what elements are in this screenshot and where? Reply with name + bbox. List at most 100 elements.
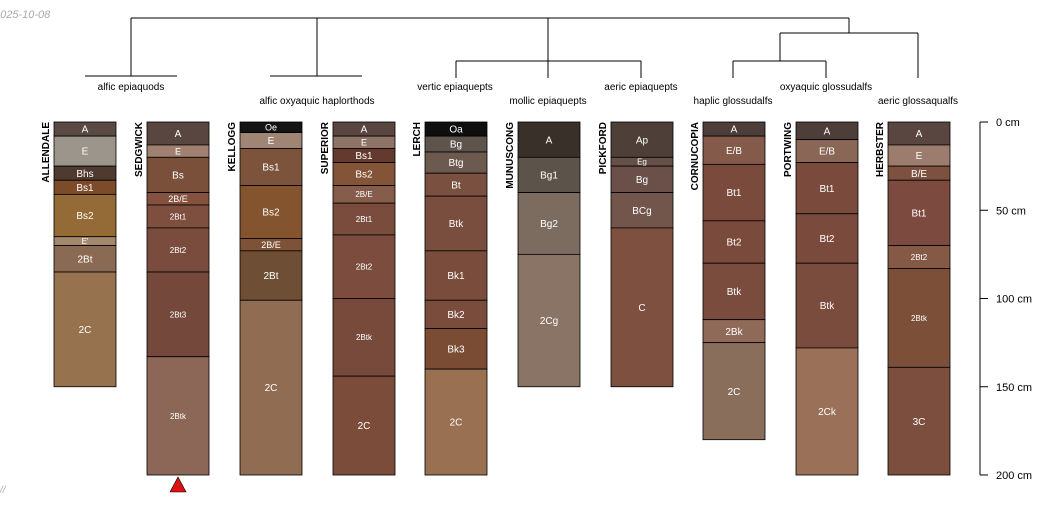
- profile-name: PICKFORD: [598, 122, 609, 174]
- horizon-block: [424, 368, 488, 476]
- profile-allendale: ALLENDALE AE Bhs Bs1 Bs2 E' 2Bt 2C: [41, 121, 117, 388]
- horizon-label: 2C: [450, 418, 463, 429]
- horizon-label: 2B/E: [355, 190, 372, 199]
- taxon-group-labels: alfic epiaquods alfic oxyaquic haplorthod…: [98, 82, 958, 107]
- horizon-label: 3C: [913, 417, 926, 428]
- profile-kellogg: KELLOGG Oe E Bs1 Bs2 2B/E 2Bt 2C: [227, 121, 303, 476]
- horizon-label: Bt1: [819, 184, 834, 195]
- profile-superior: SUPERIOR AE Bs1 Bs2 2B/E 2Bt1 2Bt2 2Btk 2C: [320, 121, 396, 476]
- horizon-label: 2Bt2: [356, 263, 373, 272]
- taxon-group-label: vertic epiaquepts: [417, 82, 493, 93]
- horizon-label: 2C: [728, 387, 741, 398]
- horizon-block: [517, 192, 581, 255]
- horizon-label: E: [361, 138, 367, 148]
- horizon-label: 2Btk: [356, 333, 373, 342]
- horizon-label: Bg: [636, 175, 648, 186]
- marker-triangle: [169, 476, 187, 493]
- horizon-block: [146, 156, 210, 194]
- depth-tick-label: 150 cm: [996, 382, 1032, 394]
- horizon-block: [146, 271, 210, 358]
- horizon-label: A: [824, 126, 831, 137]
- footer-mark: //: [0, 485, 7, 496]
- horizon-label: A: [175, 129, 182, 140]
- horizon-block: [610, 165, 674, 194]
- horizon-label: Bk3: [447, 344, 465, 355]
- profile-name: SEDGWICK: [134, 121, 145, 177]
- horizon-block: [887, 366, 951, 476]
- profile-name: HERBSTER: [875, 121, 886, 177]
- taxon-group-label: alfic oxyaquic haplorthods: [259, 96, 374, 107]
- horizon-block: [239, 148, 303, 186]
- horizon-label: 2Btk: [170, 412, 187, 421]
- horizon-label: C: [638, 303, 645, 314]
- taxon-group-label: haplic glossudalfs: [694, 96, 773, 107]
- horizon-label: Bs1: [262, 163, 280, 174]
- horizon-block: [239, 299, 303, 476]
- horizon-label: 2B/E: [261, 240, 281, 250]
- horizon-label: Bs1: [355, 151, 373, 162]
- taxon-group-label: aeric glossaqualfs: [878, 96, 958, 107]
- taxon-group-label: oxyaquic glossudalfs: [780, 82, 872, 93]
- horizon-block: [53, 135, 117, 167]
- horizon-block: [702, 262, 766, 321]
- horizon-label: 2Bk: [725, 327, 743, 338]
- depth-tick-label: 50 cm: [996, 205, 1026, 217]
- horizon-block: [610, 121, 674, 158]
- profile-sedgwick: SEDGWICK AE Bs 2B/E 2Bt1 2Bt2 2Bt3 2Btk: [134, 121, 210, 476]
- horizon-label: Bs2: [262, 208, 280, 219]
- horizon-block: [795, 347, 859, 476]
- horizon-label: Bhs: [76, 169, 93, 180]
- horizon-block: [702, 135, 766, 165]
- profile-name: KELLOGG: [227, 122, 238, 172]
- profile-munuscong: MUNUSCONG A Bg1 Bg2 2Cg: [505, 121, 581, 388]
- horizon-block: [424, 299, 488, 329]
- horizon-block: [332, 234, 396, 299]
- horizon-label: A: [731, 125, 738, 136]
- horizon-label: 2Bt3: [170, 310, 187, 319]
- horizon-label: Bs2: [76, 211, 94, 222]
- horizon-block: [795, 213, 859, 264]
- horizon-label: 2Bt1: [356, 215, 373, 224]
- horizon-label: Ap: [636, 135, 649, 146]
- taxon-group-label: aeric epiaquepts: [604, 82, 677, 93]
- horizon-label: Bk2: [447, 310, 465, 321]
- profile-cornucopia: CORNUCOPIA A E/B Bt1 Bt2 Btk 2Bk 2C: [690, 121, 766, 441]
- profile-pickford: PICKFORD Ap Eg Bg BCg C: [598, 121, 674, 388]
- depth-tick-label: 100 cm: [996, 294, 1032, 306]
- horizon-label: 2Cg: [540, 316, 558, 327]
- horizon-label: Bg2: [540, 219, 558, 230]
- horizon-label: Bs1: [76, 183, 94, 194]
- depth-tick-label: 0 cm: [996, 117, 1020, 129]
- horizon-label: E: [916, 151, 923, 162]
- horizon-label: A: [546, 135, 553, 146]
- horizon-label: E: [268, 136, 275, 147]
- horizon-label: Bt1: [726, 188, 741, 199]
- horizon-label: BCg: [632, 206, 651, 217]
- depth-tick-label: 200 cm: [996, 470, 1032, 482]
- horizon-label: Bt2: [819, 234, 834, 245]
- horizon-label: E: [82, 147, 89, 158]
- horizon-block: [332, 202, 396, 236]
- horizon-block: [424, 250, 488, 301]
- horizon-block: [146, 356, 210, 476]
- horizon-block: [610, 227, 674, 388]
- horizon-label: 2B/E: [168, 194, 188, 204]
- horizon-label: Btg: [448, 158, 463, 169]
- profile-herbster: HERBSTER AE B/E Bt1 2Bt2 2Btk 3C: [875, 121, 951, 476]
- horizon-label: B/E: [911, 169, 927, 180]
- horizon-block: [53, 271, 117, 388]
- horizon-label: E': [82, 237, 89, 246]
- profile-name: ALLENDALE: [41, 122, 52, 183]
- horizon-label: Bk1: [447, 271, 465, 282]
- horizon-label: Bs: [172, 171, 184, 182]
- horizon-block: [332, 375, 396, 476]
- taxon-group-label: mollic epiaquepts: [509, 96, 586, 107]
- horizon-label: 2Bt2: [911, 253, 928, 262]
- profile-name: SUPERIOR: [320, 121, 331, 174]
- horizon-label: 2C: [79, 325, 92, 336]
- profile-lerch: LERCH Oa Bg Btg Bt Btk Bk1 Bk2 Bk3 2C: [412, 121, 488, 476]
- horizon-block: [887, 268, 951, 368]
- horizon-label: 2Btk: [911, 314, 928, 323]
